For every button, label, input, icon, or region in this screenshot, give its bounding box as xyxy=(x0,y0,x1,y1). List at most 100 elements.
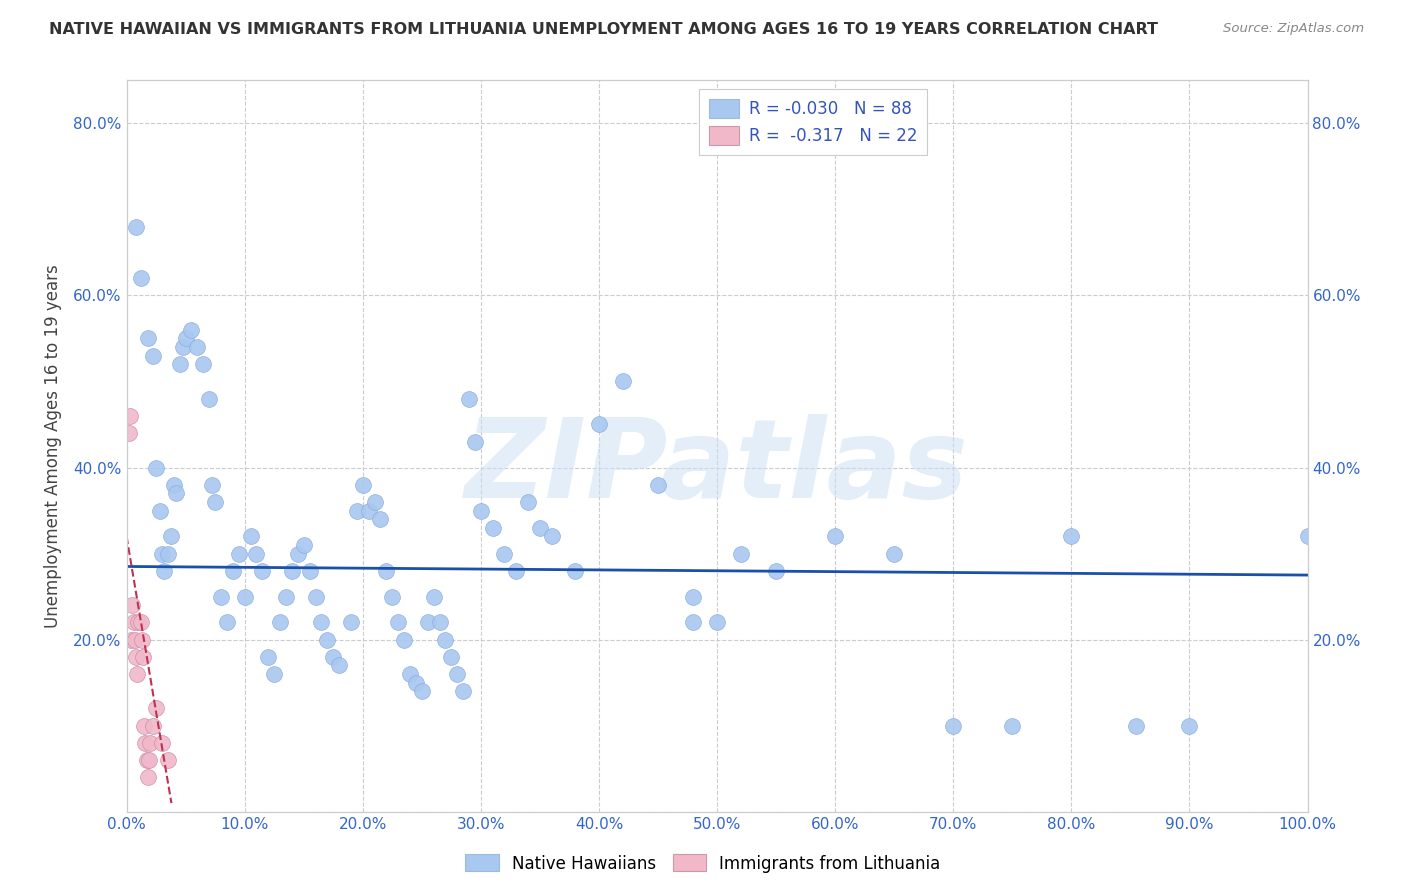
Point xyxy=(200,477,222,491)
Point xyxy=(163,477,186,491)
Point xyxy=(153,564,176,578)
Point xyxy=(370,512,392,526)
Point xyxy=(381,590,404,604)
Point xyxy=(136,770,159,784)
Point xyxy=(505,564,527,578)
Legend: R = -0.030   N = 88, R =  -0.317   N = 22: R = -0.030 N = 88, R = -0.317 N = 22 xyxy=(699,88,927,155)
Point xyxy=(1178,719,1201,733)
Point xyxy=(363,495,385,509)
Point xyxy=(180,323,202,337)
Point xyxy=(125,219,148,234)
Point xyxy=(328,658,350,673)
Point xyxy=(120,409,142,423)
Point xyxy=(239,529,262,543)
Point xyxy=(198,392,221,406)
Point xyxy=(322,649,344,664)
Point xyxy=(706,615,728,630)
Point xyxy=(588,417,610,432)
Point xyxy=(494,547,516,561)
Point xyxy=(274,590,297,604)
Text: ZIPatlas: ZIPatlas xyxy=(465,415,969,522)
Point xyxy=(134,736,156,750)
Text: Source: ZipAtlas.com: Source: ZipAtlas.com xyxy=(1223,22,1364,36)
Point xyxy=(222,564,245,578)
Point xyxy=(160,529,183,543)
Point xyxy=(440,649,463,664)
Point xyxy=(1125,719,1147,733)
Point xyxy=(121,598,143,612)
Point xyxy=(141,719,163,733)
Point xyxy=(169,357,191,371)
Point xyxy=(316,632,339,647)
Point xyxy=(127,667,149,681)
Point xyxy=(1001,719,1024,733)
Point xyxy=(434,632,457,647)
Point xyxy=(129,615,152,630)
Point xyxy=(311,615,333,630)
Point xyxy=(204,495,226,509)
Point xyxy=(118,426,141,441)
Point xyxy=(416,615,439,630)
Point xyxy=(156,753,179,767)
Point xyxy=(269,615,291,630)
Point xyxy=(127,615,149,630)
Point xyxy=(647,477,669,491)
Point xyxy=(429,615,451,630)
Point xyxy=(298,564,321,578)
Point xyxy=(156,547,179,561)
Point xyxy=(174,331,197,345)
Point xyxy=(138,753,160,767)
Point xyxy=(139,736,162,750)
Point xyxy=(375,564,398,578)
Point xyxy=(287,547,309,561)
Point xyxy=(215,615,238,630)
Point xyxy=(883,547,905,561)
Point xyxy=(399,667,422,681)
Point xyxy=(141,349,163,363)
Point xyxy=(446,667,468,681)
Point xyxy=(405,675,427,690)
Legend: Native Hawaiians, Immigrants from Lithuania: Native Hawaiians, Immigrants from Lithua… xyxy=(458,847,948,880)
Point xyxy=(252,564,274,578)
Point xyxy=(292,538,315,552)
Point xyxy=(131,632,153,647)
Point xyxy=(481,521,503,535)
Point xyxy=(145,460,167,475)
Point xyxy=(122,615,145,630)
Point xyxy=(209,590,232,604)
Point xyxy=(132,649,155,664)
Point xyxy=(517,495,540,509)
Point xyxy=(1296,529,1319,543)
Point xyxy=(357,503,380,517)
Y-axis label: Unemployment Among Ages 16 to 19 years: Unemployment Among Ages 16 to 19 years xyxy=(44,264,62,628)
Point xyxy=(245,547,267,561)
Point xyxy=(304,590,326,604)
Point xyxy=(765,564,787,578)
Point xyxy=(1060,529,1083,543)
Point xyxy=(392,632,415,647)
Point xyxy=(129,271,152,285)
Point xyxy=(257,649,280,664)
Point xyxy=(120,632,142,647)
Point xyxy=(125,649,148,664)
Point xyxy=(942,719,965,733)
Point xyxy=(470,503,492,517)
Point xyxy=(352,477,374,491)
Point xyxy=(136,331,159,345)
Point xyxy=(263,667,285,681)
Point xyxy=(564,564,586,578)
Point xyxy=(228,547,250,561)
Point xyxy=(529,521,551,535)
Point xyxy=(464,434,486,449)
Point xyxy=(612,375,634,389)
Point xyxy=(149,503,172,517)
Point xyxy=(422,590,444,604)
Point xyxy=(172,340,194,354)
Point xyxy=(281,564,304,578)
Point xyxy=(387,615,409,630)
Point xyxy=(145,701,167,715)
Point xyxy=(150,736,173,750)
Point xyxy=(730,547,752,561)
Point xyxy=(540,529,562,543)
Point xyxy=(134,719,156,733)
